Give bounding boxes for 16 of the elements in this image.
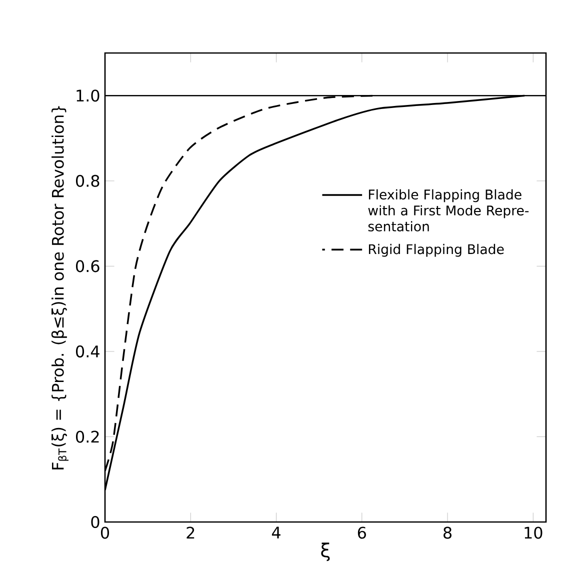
y-axis-title: F$_{βT}$(ξ) = {Prob. (β≤ξ)in one Rotor Revolution} bbox=[51, 106, 68, 470]
x-tick-label: 0 bbox=[100, 526, 110, 539]
x-tick-label: 2 bbox=[186, 526, 194, 539]
x-axis-title: ξ bbox=[321, 542, 330, 562]
y-tick-label: 0.6 bbox=[76, 260, 100, 272]
y-tick-label: 0.2 bbox=[76, 430, 99, 443]
y-tick-label: 1.0 bbox=[76, 90, 100, 102]
x-tick-label: 8 bbox=[444, 526, 452, 539]
y-tick-label: 0.8 bbox=[76, 174, 100, 187]
legend-label: Flexible Flapping Blade with a First Mode Repre- sentation bbox=[368, 189, 529, 232]
x-tick-label: 4 bbox=[272, 526, 280, 538]
y-tick-label: 0.4 bbox=[76, 345, 100, 358]
x-tick-label: 10 bbox=[524, 526, 542, 539]
x-tick-label: 6 bbox=[358, 526, 366, 539]
legend-label: Rigid Flapping Blade bbox=[368, 244, 504, 257]
y-tick-label: 0 bbox=[91, 516, 100, 528]
